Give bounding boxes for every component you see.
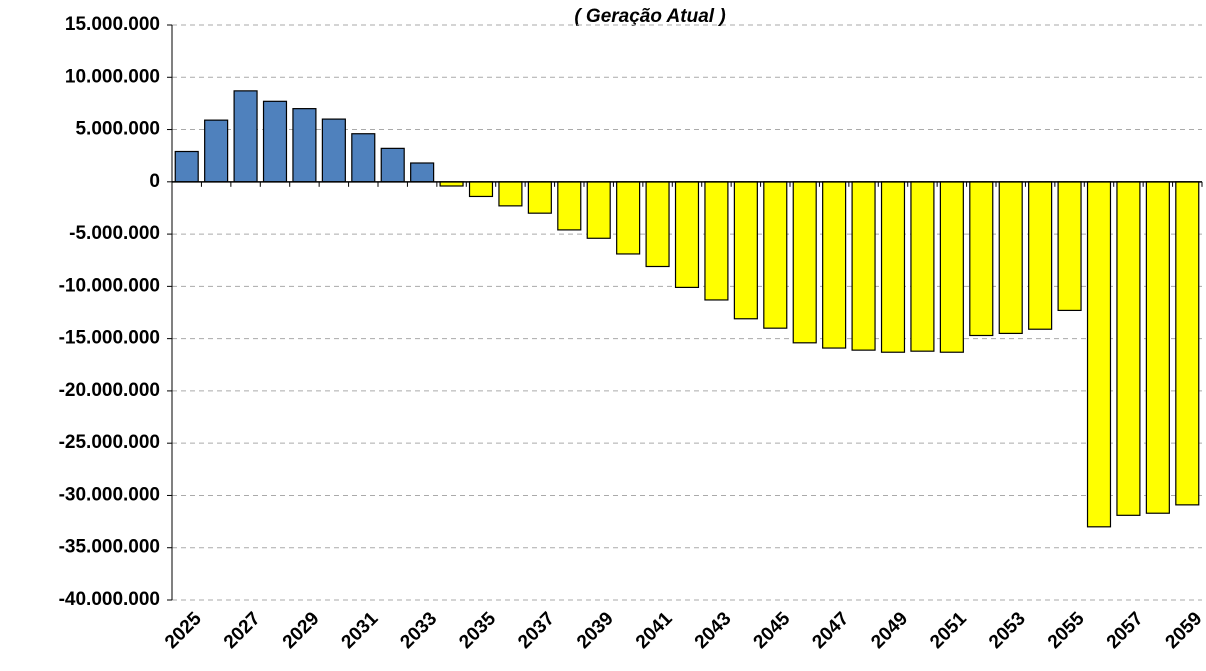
bar xyxy=(527,181,552,214)
bar xyxy=(498,181,523,207)
y-tick-label: -25.000.000 xyxy=(59,432,160,453)
y-tick-label: -15.000.000 xyxy=(59,328,160,349)
bar xyxy=(1028,181,1053,330)
bar xyxy=(292,108,317,183)
y-tick-label: -40.000.000 xyxy=(59,589,160,610)
bar xyxy=(851,181,876,351)
bar xyxy=(674,181,700,289)
bar xyxy=(380,147,405,183)
bar xyxy=(1145,181,1170,514)
y-tick-label: -5.000.000 xyxy=(69,223,160,244)
bar xyxy=(704,181,729,301)
x-tick-label: 2049 xyxy=(867,608,912,653)
x-tick-label: 2051 xyxy=(926,608,971,653)
bar xyxy=(880,181,906,353)
y-tick-label: -30.000.000 xyxy=(59,484,160,505)
bar xyxy=(351,133,376,183)
bar xyxy=(1086,181,1112,528)
bar xyxy=(410,162,435,183)
x-tick-label: 2045 xyxy=(750,608,795,653)
x-tick-label: 2029 xyxy=(279,608,324,653)
y-tick-label: 10.000.000 xyxy=(65,66,160,87)
bar xyxy=(998,181,1023,335)
x-tick-label: 2059 xyxy=(1162,608,1206,653)
y-tick-label: 5.000.000 xyxy=(75,119,160,140)
bar xyxy=(174,150,199,183)
x-tick-label: 2031 xyxy=(338,608,383,653)
bar xyxy=(910,181,935,352)
bar xyxy=(792,181,817,344)
bar xyxy=(616,181,641,255)
bar xyxy=(1057,181,1082,312)
chart-title: ( Geração Atual ) xyxy=(574,6,725,27)
y-tick-label: 15.000.000 xyxy=(65,14,160,35)
x-tick-label: 2055 xyxy=(1044,608,1089,653)
y-tick-label: -35.000.000 xyxy=(59,537,160,558)
y-tick-label: -20.000.000 xyxy=(59,380,160,401)
bar xyxy=(939,181,964,353)
y-tick-label: -10.000.000 xyxy=(59,275,160,296)
bar xyxy=(233,90,258,183)
bar xyxy=(557,181,582,231)
bar xyxy=(645,181,670,268)
bar xyxy=(262,100,288,183)
x-tick-label: 2047 xyxy=(808,608,853,653)
bar xyxy=(586,181,611,239)
bar xyxy=(763,181,788,329)
bar xyxy=(1116,181,1141,516)
x-tick-label: 2027 xyxy=(220,608,265,653)
bar xyxy=(1175,181,1200,506)
x-tick-label: 2033 xyxy=(396,608,441,653)
x-tick-label: 2035 xyxy=(455,608,500,653)
bar xyxy=(204,119,229,183)
x-tick-label: 2053 xyxy=(985,608,1030,653)
bar xyxy=(969,181,994,337)
bar xyxy=(468,181,494,198)
y-tick-label: 0 xyxy=(149,171,160,192)
x-tick-label: 2057 xyxy=(1103,608,1148,653)
x-tick-label: 2043 xyxy=(691,608,736,653)
bar xyxy=(321,118,346,183)
x-tick-label: 2039 xyxy=(573,608,618,653)
bar xyxy=(733,181,758,320)
x-tick-label: 2037 xyxy=(514,608,559,653)
bar xyxy=(822,181,847,349)
x-tick-label: 2025 xyxy=(161,608,206,653)
x-tick-label: 2041 xyxy=(632,608,677,653)
